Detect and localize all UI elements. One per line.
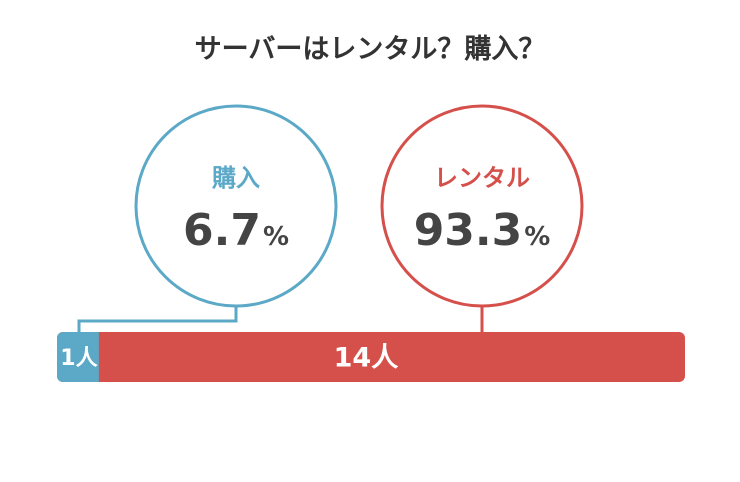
bar-segment-rental (57, 332, 685, 382)
callout-circle-rental (380, 104, 584, 308)
percent-value-rental: 93.3 (414, 205, 523, 256)
percent-sign-rental: % (524, 222, 550, 252)
percent-purchase: 6.7% (183, 205, 289, 256)
chart-title: サーバーはレンタル？購入？ (195, 34, 546, 65)
percent-rental: 93.3% (414, 205, 551, 256)
category-label-rental: レンタル (434, 164, 530, 192)
category-label-purchase: 購入 (212, 164, 260, 192)
percent-sign-purchase: % (263, 222, 289, 252)
stacked-bar: 1人 14人 (57, 332, 685, 382)
callout-circle-purchase (134, 104, 338, 308)
bar-segment-purchase (57, 332, 99, 382)
connector-purchase (77, 306, 238, 332)
percent-value-purchase: 6.7 (183, 205, 261, 256)
count-label-rental: 14人 (334, 343, 399, 374)
count-label-purchase: 1人 (60, 346, 97, 371)
